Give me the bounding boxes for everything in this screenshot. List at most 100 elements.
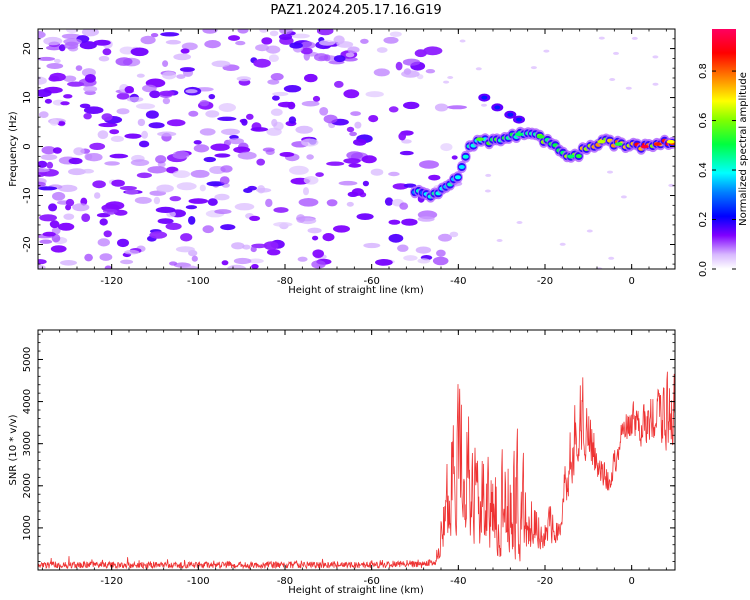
spectrogram-cell	[354, 121, 362, 129]
spectrogram-cell	[63, 75, 77, 82]
spectrogram-cell	[109, 153, 129, 159]
spectrogram-cell	[403, 101, 420, 110]
spectrogram-cell	[148, 122, 165, 129]
spectrogram-cell	[188, 216, 196, 225]
spectrogram-cell	[134, 196, 152, 204]
spectrogram-cell	[173, 53, 192, 61]
y-tick-label: 0	[22, 143, 33, 149]
spectrogram-cell	[181, 42, 198, 51]
spectrogram-cell	[162, 97, 171, 105]
spectrogram-cell	[156, 184, 174, 193]
spectrogram-cell	[125, 189, 139, 195]
spectrogram-cell	[60, 260, 77, 266]
spectrogram-cell	[220, 224, 236, 231]
spectrogram-cell	[65, 198, 75, 207]
spectrogram-cell	[361, 155, 377, 164]
spectrogram-cell	[199, 184, 206, 192]
y-tick-label: 5000	[22, 347, 33, 372]
x-tick-label: -20	[537, 576, 553, 587]
spectrogram-cell	[283, 85, 302, 93]
spectrogram-cell	[165, 222, 182, 230]
spectrogram-cell	[115, 57, 133, 66]
spectrogram-cell	[516, 221, 523, 224]
spectrogram-cell	[150, 33, 159, 38]
spectrogram-cell	[180, 233, 193, 242]
spectrogram-cell	[157, 218, 174, 225]
spectrogram-cell	[159, 90, 175, 97]
spectrogram-cell	[199, 99, 209, 107]
spectrogram-cell	[50, 245, 67, 253]
spectrogram-cell	[347, 46, 360, 53]
spectrogram-cell	[303, 187, 309, 196]
spectrogram-cell	[270, 73, 284, 81]
x-tick-label: -80	[277, 276, 293, 287]
spectrogram-cell	[255, 44, 270, 52]
spectrogram-cell	[220, 165, 233, 173]
spectrogram-cell	[530, 66, 537, 70]
spectrogram-cell	[166, 119, 186, 127]
spectrogram-cell	[336, 41, 354, 48]
colorbar-tick-label: 0.4	[698, 162, 709, 178]
spectrogram-cells	[38, 29, 675, 269]
spectrogram-cell	[261, 37, 273, 45]
spectrogram-cell	[119, 186, 137, 191]
spectrogram-cell	[247, 185, 257, 191]
spectrogram-cell	[39, 214, 57, 222]
snr-ylabel: SNR (10 * v/v)	[8, 414, 19, 485]
spectrogram-cell	[312, 95, 321, 102]
x-tick-label: -20	[537, 276, 553, 287]
spectrogram-cell	[172, 150, 190, 160]
spectrogram-cell	[188, 110, 199, 117]
spectrogram-cell	[138, 140, 150, 148]
spectrogram-cell	[179, 67, 195, 72]
spectrogram-ylabel: Frequency (Hz)	[8, 111, 19, 187]
spectrogram-cell	[314, 53, 329, 62]
spectrogram-cell	[84, 253, 93, 262]
spectrogram-cell	[250, 246, 257, 253]
spectrogram-cell	[38, 264, 46, 269]
spectrogram-cell	[388, 171, 400, 177]
spectrogram-cell	[333, 225, 350, 233]
spectrogram-cell	[193, 144, 210, 153]
spectrogram-cell	[370, 168, 384, 176]
spectrogram-cell	[316, 29, 334, 36]
colorbar-tick-label: 0.8	[698, 63, 709, 79]
spectrogram-cell	[38, 259, 47, 265]
spectrogram-cell	[39, 111, 49, 118]
spectrogram-cell	[235, 40, 246, 46]
spectrogram-cell	[454, 175, 461, 180]
spectrogram-cell	[101, 113, 113, 121]
x-tick-label: -40	[450, 576, 466, 587]
spectrogram-cell	[233, 146, 251, 154]
spectrogram-cell	[343, 158, 361, 164]
spectrogram-cell	[346, 126, 355, 133]
x-tick-label: -100	[187, 576, 210, 587]
spectrogram-cell	[124, 86, 134, 94]
spectrogram-cell	[625, 86, 632, 90]
spectrogram-cell	[401, 139, 412, 144]
spectrogram-cell	[353, 138, 367, 146]
y-tick-label: 20	[22, 42, 33, 55]
spectrogram-cell	[176, 182, 197, 191]
spectrogram-cell	[60, 101, 70, 106]
spectrogram-cell	[214, 193, 230, 201]
spectrogram-cell	[237, 29, 249, 34]
spectrogram-cell	[66, 29, 79, 34]
spectrogram-cell	[306, 154, 314, 160]
y-tick-label: 10	[22, 91, 33, 104]
spectrogram-cell	[363, 242, 381, 249]
spectrogram-cell	[233, 257, 252, 265]
spectrogram-cell	[84, 74, 96, 83]
spectrogram-cell	[494, 105, 501, 110]
spectrogram-y-ticks: -20 -10 0 10 20	[22, 28, 675, 265]
spectrogram-cell	[124, 249, 140, 255]
spectrogram-cell	[315, 172, 324, 178]
spectrogram-cell	[326, 161, 345, 166]
spectrogram-cell	[228, 35, 240, 41]
spectrogram-cell	[81, 213, 91, 222]
spectrogram-cell	[185, 205, 198, 210]
spectrogram-cell	[68, 168, 86, 176]
spectrogram-cell	[256, 188, 272, 193]
